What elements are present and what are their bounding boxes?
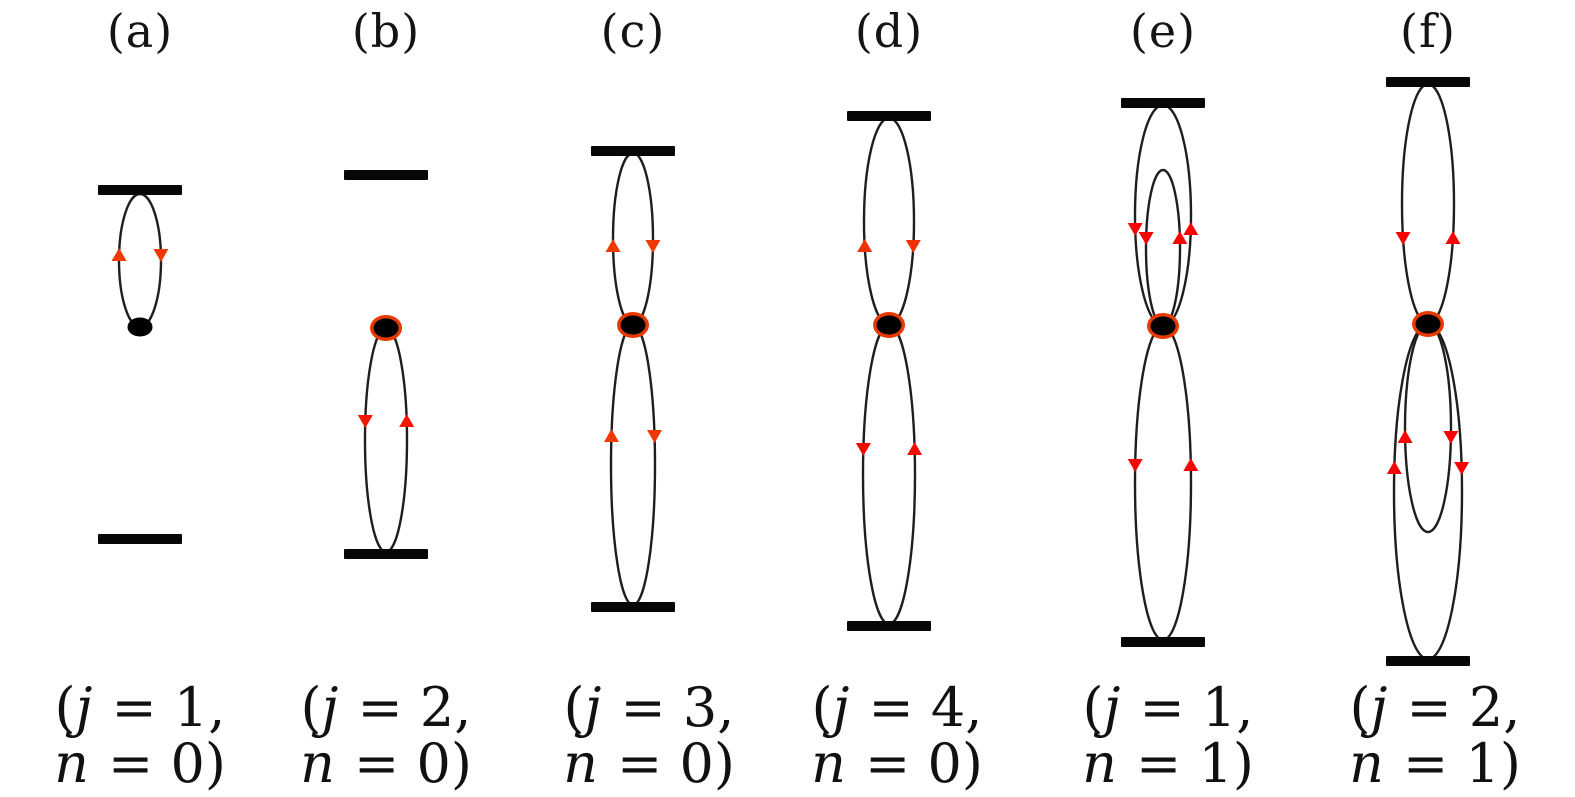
orbit-dot — [1150, 316, 1176, 336]
panel-label-e-line1: (j = 1, — [1082, 676, 1254, 739]
panel-letter-d: (d) — [854, 4, 924, 58]
lower-outer-loop-right-arrow-down-icon — [1454, 462, 1470, 475]
panel-b — [344, 170, 428, 559]
panel-label-e-line2: n = 1) — [1082, 732, 1254, 795]
lower-outer-loop-ellipse — [1392, 322, 1464, 661]
panel-d — [847, 111, 931, 631]
upper-loop-ellipse — [1400, 82, 1456, 326]
upper-loop-left-arrow-down-icon — [1395, 232, 1411, 245]
orbit-dot — [620, 315, 646, 335]
upper-loop-ellipse — [862, 116, 916, 327]
lower-inner-loop-ellipse — [1403, 322, 1453, 534]
top-bar — [847, 111, 931, 121]
bottom-bar — [847, 621, 931, 631]
panel-label-f-line1: (j = 2, — [1349, 676, 1521, 739]
panel-label-f: (j = 2, n = 1) — [1315, 680, 1555, 792]
panel-letter-c: (c) — [600, 4, 666, 58]
lower-loop-left-arrow-down-icon — [357, 415, 373, 428]
lower-loop-ellipse — [609, 323, 657, 607]
lower-outer-loop-left-arrow-up-icon — [1386, 461, 1402, 474]
panel-label-c-line2: n = 0) — [563, 732, 735, 795]
panel-letter-a: (a) — [106, 4, 174, 58]
upper-inner-loop-right-arrow-up-icon — [1172, 231, 1188, 244]
panel-label-f-line2: n = 1) — [1349, 732, 1521, 795]
upper-loop-ellipse — [611, 151, 655, 327]
lower-loop-ellipse — [861, 323, 917, 626]
panel-label-a: (j = 1, n = 0) — [20, 680, 260, 792]
upper-loop-right-arrow-down-icon — [645, 240, 661, 253]
top-bar — [98, 185, 182, 195]
panel-letter-e: (e) — [1129, 4, 1197, 58]
lower-loop-right-arrow-down-icon — [647, 430, 663, 443]
panel-label-a-line1: (j = 1, — [54, 676, 226, 739]
bottom-bar — [1386, 656, 1470, 666]
lower-loop-ellipse — [1133, 324, 1193, 642]
panel-label-e: (j = 1, n = 1) — [1048, 680, 1288, 792]
lower-loop-right-arrow-up-icon — [907, 442, 923, 455]
upper-outer-loop-ellipse — [1133, 103, 1193, 328]
orbit-dot — [373, 318, 399, 338]
lower-loop-right-arrow-up-icon — [1183, 458, 1199, 471]
top-bar — [1121, 98, 1205, 108]
upper-loop-left-arrow-up-icon — [605, 239, 621, 252]
upper-inner-loop-left-arrow-down-icon — [1138, 232, 1154, 245]
orbit-dot — [1415, 314, 1441, 334]
bottom-bar — [591, 602, 675, 612]
upper-loop-right-arrow-down-icon — [153, 249, 169, 262]
lower-loop-ellipse — [363, 326, 409, 554]
lower-inner-loop-left-arrow-up-icon — [1397, 430, 1413, 443]
bottom-bar — [1121, 637, 1205, 647]
top-bar — [1386, 77, 1470, 87]
upper-loop-right-arrow-up-icon — [1445, 231, 1461, 244]
upper-loop-left-arrow-up-icon — [111, 248, 127, 261]
upper-outer-loop-right-arrow-up-icon — [1183, 222, 1199, 235]
lower-loop-left-arrow-down-icon — [855, 443, 871, 456]
lower-loop-right-arrow-up-icon — [399, 414, 415, 427]
panel-label-b-line1: (j = 2, — [300, 676, 472, 739]
top-bar — [344, 170, 428, 180]
panel-label-b-line2: n = 0) — [300, 732, 472, 795]
panel-c — [591, 146, 675, 612]
orbit-dot — [876, 315, 902, 335]
panel-label-b: (j = 2, n = 0) — [266, 680, 506, 792]
panel-label-d-line1: (j = 4, — [811, 676, 983, 739]
lower-loop-left-arrow-up-icon — [603, 429, 619, 442]
panel-label-a-line2: n = 0) — [54, 732, 226, 795]
panel-letter-f: (f) — [1400, 4, 1456, 58]
lower-loop-left-arrow-down-icon — [1127, 459, 1143, 472]
bottom-bar — [98, 534, 182, 544]
panel-e — [1121, 98, 1205, 647]
lower-inner-loop-right-arrow-down-icon — [1443, 431, 1459, 444]
upper-inner-loop-ellipse — [1144, 168, 1182, 328]
panel-label-c: (j = 3, n = 0) — [529, 680, 769, 792]
upper-loop-left-arrow-up-icon — [857, 239, 873, 252]
panel-label-c-line1: (j = 3, — [563, 676, 735, 739]
top-bar — [591, 146, 675, 156]
orbit-dot — [127, 317, 153, 337]
panel-a — [98, 185, 182, 544]
panel-label-d: (j = 4, n = 0) — [777, 680, 1017, 792]
panel-f — [1386, 77, 1470, 666]
panel-letter-b: (b) — [351, 4, 421, 58]
upper-loop-right-arrow-down-icon — [905, 240, 921, 253]
upper-outer-loop-left-arrow-down-icon — [1127, 223, 1143, 236]
panel-label-d-line2: n = 0) — [811, 732, 983, 795]
bottom-bar — [344, 549, 428, 559]
